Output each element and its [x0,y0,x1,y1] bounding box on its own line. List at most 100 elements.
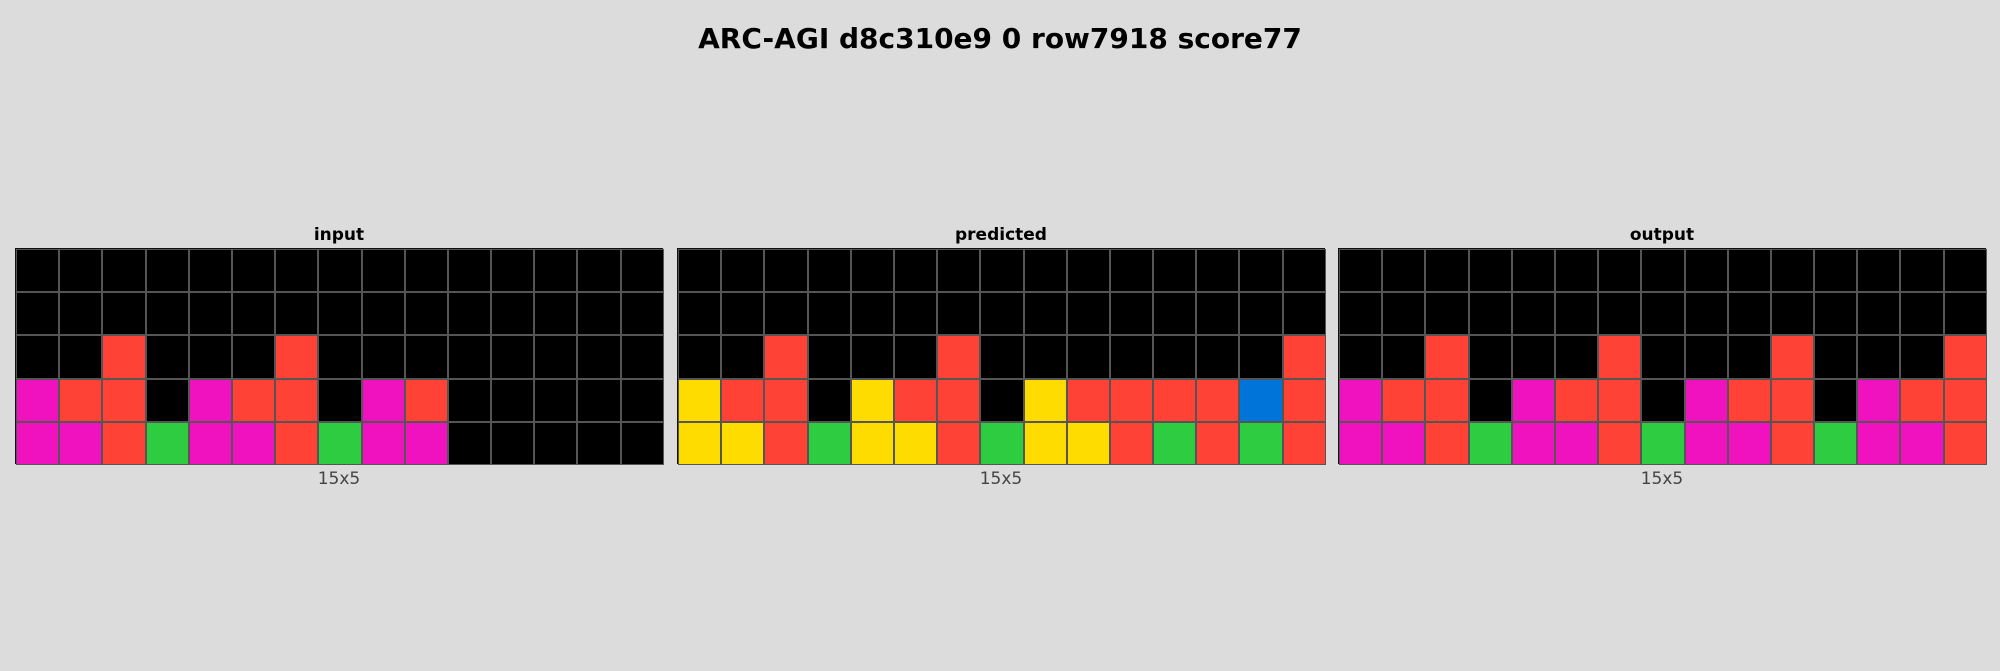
grid-cell [678,249,722,293]
grid-cell [1153,249,1197,293]
grid-cell [1943,378,1987,422]
grid-cell [1196,335,1240,379]
grid-cell [893,421,938,465]
grid-cell [764,292,808,336]
grid-cell [1066,378,1110,422]
grid-cell [1239,421,1283,465]
grid-cell [1511,292,1555,336]
grid-cell [1239,249,1283,293]
panel-title: input [313,225,365,245]
grid-size-label: 15x5 [1640,469,1684,489]
grid-cell [491,335,535,379]
grid-cell [1196,249,1240,293]
grid-cell [1641,292,1685,336]
grid-cell [534,249,578,293]
grid-cell [16,378,60,422]
panel-title: output [1629,225,1695,245]
grid-cell [102,378,146,422]
grid-cell [980,249,1024,293]
grid-cell [447,421,492,465]
grid-cell [721,292,765,336]
grid-cell [1382,421,1426,465]
grid-size-label: 15x5 [979,469,1023,489]
grid-cell [318,249,362,293]
grid-cell [620,335,664,379]
grid-cell [59,335,103,379]
grid-cell [807,249,851,293]
grid-cell [534,378,578,422]
grid-cell [59,249,103,293]
grid-cell [721,378,765,422]
input-grid [15,248,664,465]
grid-cell [1109,335,1154,379]
grid-cell [1814,421,1858,465]
grid-cell [807,335,851,379]
grid-cell [1382,292,1426,336]
grid-cell [1468,335,1512,379]
grid-cell [1598,335,1642,379]
grid-cell [447,378,492,422]
grid-cell [1382,249,1426,293]
grid-cell [1023,335,1067,379]
grid-cell [361,378,405,422]
grid-cell [1066,335,1110,379]
grid-cell [447,335,492,379]
grid-cell [577,421,621,465]
grid-cell [404,292,448,336]
grid-cell [1770,292,1815,336]
grid-cell [721,249,765,293]
grid-cell [1727,335,1771,379]
grid-cell [937,421,981,465]
grid-cell [145,378,189,422]
grid-cell [893,249,938,293]
grid-cell [850,378,894,422]
grid-cell [1814,249,1858,293]
grid-cell [1468,292,1512,336]
grid-cell [145,249,189,293]
grid-cell [1282,292,1326,336]
grid-cell [1943,421,1987,465]
grid-cell [1066,249,1110,293]
grid-cell [318,292,362,336]
grid-cell [491,249,535,293]
grid-cell [404,335,448,379]
grid-cell [1554,249,1599,293]
grid-cell [491,292,535,336]
grid-cell [102,249,146,293]
grid-cell [59,378,103,422]
grid-cell [188,335,232,379]
grid-cell [980,421,1024,465]
grid-cell [1684,335,1728,379]
grid-cell [1598,292,1642,336]
grid-cell [893,378,938,422]
grid-cell [764,421,808,465]
grid-cell [678,421,722,465]
grid-cell [361,292,405,336]
grid-cell [361,335,405,379]
grid-cell [1239,292,1283,336]
grid-cell [231,249,276,293]
grid-cell [807,421,851,465]
grid-cell [1339,421,1383,465]
grid-cell [1066,421,1110,465]
grid-cell [850,335,894,379]
output-grid [1338,248,1987,465]
grid-cell [16,249,60,293]
grid-cell [1023,249,1067,293]
grid-cell [1109,421,1154,465]
grid-cell [404,378,448,422]
grid-cell [850,249,894,293]
grid-cell [937,335,981,379]
grid-cell [1282,249,1326,293]
grid-cell [275,335,319,379]
grid-cell [145,292,189,336]
grid-cell [1109,292,1154,336]
grid-cell [1153,292,1197,336]
grid-cell [1554,421,1599,465]
grid-cell [1023,292,1067,336]
grid-cell [231,335,276,379]
grid-cell [980,335,1024,379]
grid-cell [1425,378,1469,422]
grid-cell [893,335,938,379]
grid-cell [937,378,981,422]
